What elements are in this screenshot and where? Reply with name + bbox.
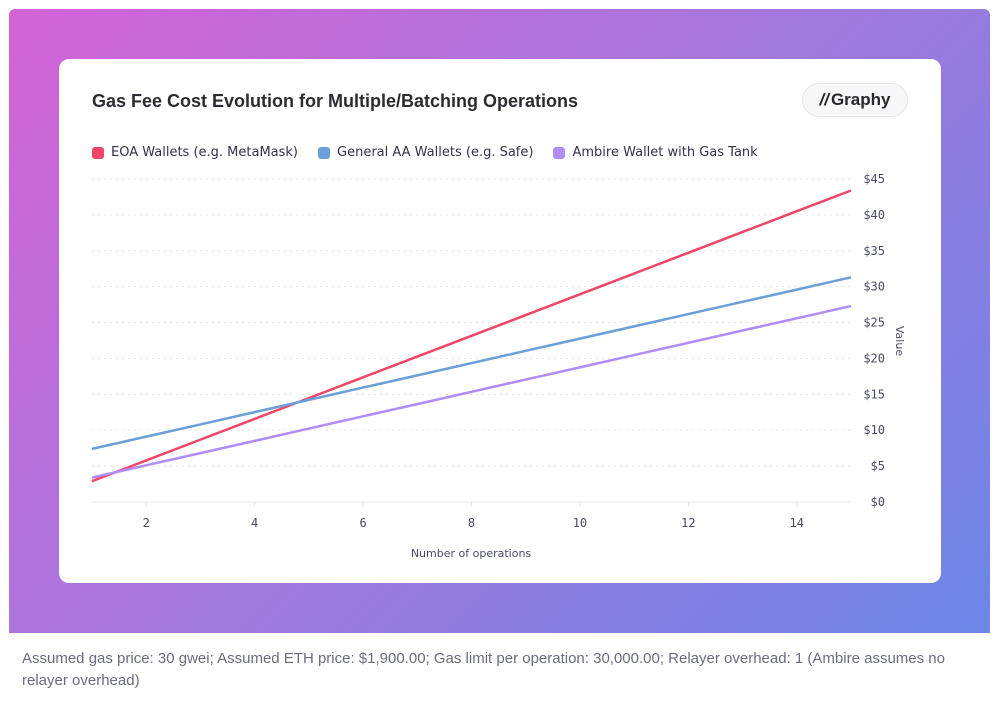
x-tick-label: 10: [573, 516, 587, 530]
graphy-logo[interactable]: //Graphy: [802, 83, 908, 117]
x-tick-label: 4: [251, 516, 258, 530]
legend-swatch: [553, 146, 566, 159]
legend-item[interactable]: General AA Wallets (e.g. Safe): [318, 145, 533, 160]
x-tick-label: 14: [790, 516, 804, 530]
y-tick-label: $20: [863, 351, 885, 365]
legend-label: EOA Wallets (e.g. MetaMask): [111, 145, 299, 160]
series-line: [91, 276, 852, 451]
x-tick-label: 12: [681, 516, 695, 530]
legend-item[interactable]: EOA Wallets (e.g. MetaMask): [92, 145, 298, 160]
x-tick-label: 6: [359, 516, 366, 530]
chart-card: Gas Fee Cost Evolution for Multiple/Batc…: [59, 59, 941, 583]
y-tick-label: $30: [863, 280, 885, 294]
legend-label: General AA Wallets (e.g. Safe): [337, 145, 534, 160]
x-axis-title: Number of operations: [411, 547, 532, 560]
x-tick-label: 8: [468, 516, 475, 530]
line-chart: $0 $5 $10 $15 $20 $25 $30 $35 $40 $45 2 4 6 8 10 12 14 Nu…: [91, 172, 906, 560]
y-tick-label: $15: [863, 387, 885, 401]
legend-swatch: [92, 146, 104, 159]
y-tick-label: $25: [863, 316, 885, 330]
y-tick-label: $40: [863, 208, 885, 222]
series-line: [91, 304, 852, 479]
y-axis-title: Value: [893, 326, 906, 356]
legend-label: Ambire Wallet with Gas Tank: [572, 145, 758, 160]
legend-item[interactable]: Ambire Wallet with Gas Tank: [553, 145, 758, 160]
footer-note: Assumed gas price: 30 gwei; Assumed ETH …: [22, 650, 945, 689]
graphy-slash-icon: //: [819, 90, 829, 109]
x-tick-label: 2: [143, 516, 150, 530]
legend-swatch: [318, 146, 331, 159]
y-tick-label: $35: [863, 244, 885, 258]
series-line: [91, 189, 852, 483]
y-tick-label: $0: [871, 495, 885, 509]
legend: EOA Wallets (e.g. MetaMask) General AA Wa…: [92, 145, 758, 160]
y-tick-label: $45: [863, 172, 885, 186]
chart-title: Gas Fee Cost Evolution for Multiple/Batc…: [92, 91, 579, 111]
y-tick-label: $5: [871, 459, 885, 473]
y-tick-label: $10: [863, 423, 885, 437]
